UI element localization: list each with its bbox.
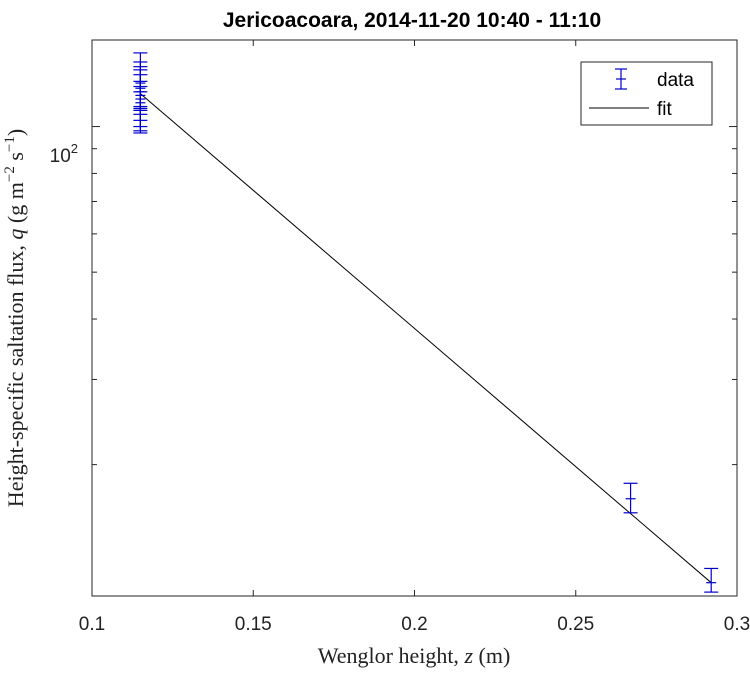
x-axis-label: Wenglor height, z (m): [318, 643, 511, 668]
y-axis-label-var: q: [3, 229, 28, 240]
x-tick-labels: 0.1 0.15 0.2 0.25 0.3: [79, 614, 750, 635]
legend-label-fit: fit: [657, 99, 673, 120]
y-axis-label-sup-a: −2: [2, 166, 18, 182]
legend-box: [580, 61, 713, 126]
fit-series: [140, 93, 712, 584]
x-axis-label-text: Wenglor height,: [318, 643, 465, 668]
x-tick-label: 0.3: [724, 614, 750, 635]
y-axis-label-sup-b: −1: [2, 136, 18, 152]
y-tick-label-base: 10: [50, 146, 71, 167]
y-tick-label-exp: 2: [71, 141, 78, 156]
axis-ticks: [92, 40, 737, 596]
data-series: [133, 52, 719, 593]
fit-line: [140, 93, 712, 584]
data-point: [704, 567, 719, 593]
y-axis-label: Height-specific saltation flux, q (g m−2…: [2, 129, 28, 507]
y-axis-label-unit-a: (g m: [3, 182, 28, 228]
y-axis-label-text: Height-specific saltation flux,: [3, 240, 28, 508]
x-tick-label: 0.2: [401, 614, 427, 635]
data-point: [133, 91, 148, 134]
x-axis-label-unit: (m): [473, 643, 510, 668]
x-tick-label: 0.15: [235, 614, 272, 635]
x-tick-label: 0.25: [557, 614, 594, 635]
y-tick-label-major: 102: [50, 141, 78, 167]
data-point: [623, 482, 638, 514]
legend-label-data: data: [657, 70, 694, 91]
x-tick-label: 0.1: [79, 614, 105, 635]
x-axis-label-var: z: [463, 643, 473, 668]
legend-data-marker: [615, 68, 627, 90]
plot-area: [91, 39, 738, 597]
y-axis-label-unit-b: s: [3, 152, 28, 166]
chart-title: Jericoacoara, 2014-11-20 10:40 - 11:10: [223, 9, 601, 32]
y-axis-label-unit-c: ): [3, 129, 28, 136]
legend: data fit: [580, 61, 713, 126]
